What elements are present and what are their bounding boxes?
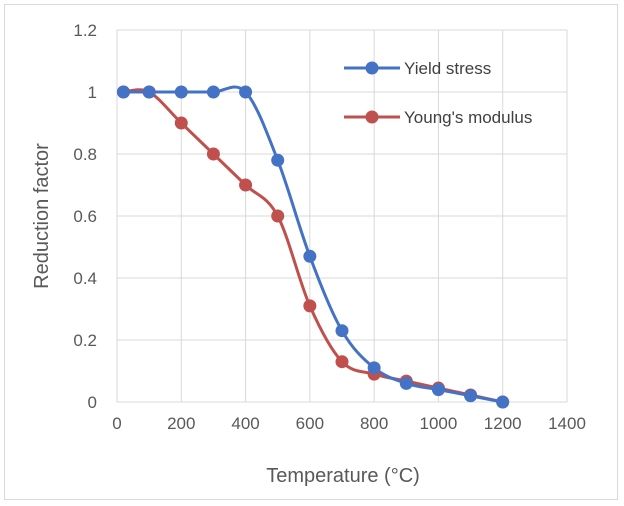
y-tick-label: 0.2: [73, 331, 97, 350]
x-tick-label: 200: [167, 414, 195, 433]
data-point-yield-stress: [496, 395, 510, 409]
data-point-yield-stress: [116, 85, 130, 99]
data-point-young-s-modulus: [206, 147, 220, 161]
y-tick-label: 1.2: [73, 21, 97, 40]
y-axis-title: Reduction factor: [31, 143, 53, 289]
data-point-yield-stress: [303, 249, 317, 263]
x-tick-label: 1200: [484, 414, 522, 433]
legend-marker-yield-stress: [365, 61, 379, 75]
y-tick-label: 0: [88, 393, 97, 412]
data-point-yield-stress: [174, 85, 188, 99]
gridlines: [116, 29, 568, 403]
data-point-yield-stress: [335, 324, 349, 338]
data-point-yield-stress: [464, 389, 478, 403]
x-tick-label: 0: [112, 414, 121, 433]
data-point-young-s-modulus: [174, 116, 188, 130]
y-tick-label: 0.4: [73, 269, 97, 288]
data-point-young-s-modulus: [239, 178, 253, 192]
x-tick-label: 800: [360, 414, 388, 433]
data-point-yield-stress: [431, 383, 445, 397]
legend-label-yield-stress: Yield stress: [404, 59, 491, 78]
legend-label-young-s-modulus: Young's modulus: [404, 108, 532, 127]
y-tick-label: 0.8: [73, 145, 97, 164]
data-point-yield-stress: [399, 376, 413, 390]
x-tick-label: 600: [296, 414, 324, 433]
tick-labels: 0 200 400 600 800 1000 1200 1400 0 0.2 0.4 0.6 0.8 1 1…: [73, 21, 586, 433]
data-point-young-s-modulus: [271, 209, 285, 223]
series-line-young-s-modulus: [123, 88, 504, 404]
x-axis-title: Temperature (°C): [266, 465, 420, 487]
data-point-yield-stress: [239, 85, 253, 99]
x-tick-label: 1000: [420, 414, 458, 433]
series-line-yield-stress: [123, 85, 503, 404]
data-point-yield-stress: [142, 85, 156, 99]
data-point-yield-stress: [271, 153, 285, 167]
x-tick-label: 1400: [548, 414, 586, 433]
x-tick-label: 400: [231, 414, 259, 433]
data-points: [116, 85, 510, 409]
y-tick-label: 1: [88, 83, 97, 102]
data-point-young-s-modulus: [303, 299, 317, 313]
y-tick-label: 0.6: [73, 207, 97, 226]
legend-marker-young-s-modulus: [365, 110, 379, 124]
series-lines: [123, 85, 504, 404]
data-point-young-s-modulus: [335, 355, 349, 369]
data-point-yield-stress: [206, 85, 220, 99]
legend: Yield stress Young's modulus: [344, 59, 532, 127]
data-point-yield-stress: [367, 361, 381, 375]
